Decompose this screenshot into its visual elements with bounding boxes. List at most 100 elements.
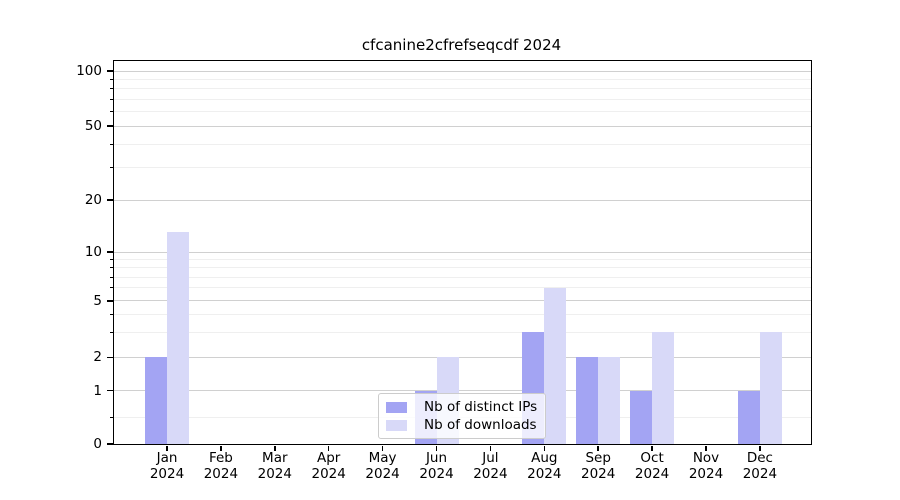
y-tick-label: 1 bbox=[93, 382, 102, 399]
plot-area: 0 1 2 5 10 20 50 100 Jan 2024 Feb 2024 Mar 2024 Apr 202… bbox=[76, 60, 812, 481]
x-tick-month: Apr bbox=[317, 450, 341, 466]
x-tick bbox=[327, 445, 330, 451]
x-tick-month: Jul bbox=[482, 450, 499, 466]
y-tick-label: 10 bbox=[84, 244, 102, 260]
x-tick bbox=[166, 445, 168, 451]
bar-downloads bbox=[167, 232, 189, 444]
y-tick bbox=[107, 300, 113, 302]
x-tick-label: Jan 2024 bbox=[135, 450, 199, 482]
y-minor-tick bbox=[109, 287, 113, 289]
x-tick-year: 2024 bbox=[419, 465, 454, 482]
chart-title: cfcanine2cfrefseqcdf 2024 bbox=[361, 36, 562, 54]
y-tick-label: 100 bbox=[76, 63, 102, 79]
x-tick-month: Mar bbox=[262, 450, 288, 466]
x-tick-month: Jan bbox=[156, 450, 178, 466]
y-minor-tick bbox=[109, 314, 113, 316]
x-tick-year: 2024 bbox=[149, 465, 185, 482]
y-minor-tick bbox=[109, 331, 113, 333]
y-major-gridline bbox=[114, 70, 811, 72]
x-tick-month: Nov bbox=[692, 450, 720, 466]
y-minor-tick bbox=[109, 267, 113, 269]
y-tick-label: 0 bbox=[93, 436, 102, 452]
y-major-gridline bbox=[114, 251, 811, 253]
y-tick bbox=[107, 443, 113, 445]
y-major-gridline bbox=[114, 390, 811, 391]
y-tick bbox=[107, 251, 113, 253]
y-minor-gridline bbox=[114, 276, 811, 278]
x-tick-month: Oct bbox=[640, 450, 664, 466]
y-major-gridline bbox=[114, 300, 811, 302]
y-minor-gridline bbox=[114, 78, 811, 80]
x-tick bbox=[220, 445, 222, 451]
x-tick bbox=[381, 445, 384, 451]
y-minor-gridline bbox=[114, 267, 811, 269]
y-minor-gridline bbox=[114, 111, 811, 113]
y-minor-tick bbox=[109, 88, 113, 90]
bar-downloads bbox=[759, 332, 782, 444]
x-tick-year: 2024 bbox=[527, 465, 562, 482]
x-tick bbox=[274, 445, 276, 451]
x-tick bbox=[597, 445, 599, 451]
x-tick-year: 2024 bbox=[473, 465, 508, 482]
y-minor-gridline bbox=[114, 258, 811, 260]
x-tick-label: Nov 2024 bbox=[674, 450, 738, 482]
y-tick-label: 2 bbox=[93, 349, 102, 366]
x-tick-label: Apr 2024 bbox=[297, 450, 361, 482]
x-tick-year: 2024 bbox=[634, 465, 670, 482]
x-tick-label: Jun 2024 bbox=[405, 450, 469, 482]
y-tick bbox=[107, 70, 113, 72]
x-tick bbox=[705, 445, 707, 451]
bar-downloads bbox=[598, 357, 621, 444]
y-major-gridline bbox=[114, 125, 811, 127]
y-minor-gridline bbox=[114, 314, 811, 316]
y-minor-gridline bbox=[114, 287, 811, 289]
x-tick-month: Dec bbox=[746, 450, 773, 466]
y-major-gridline bbox=[114, 199, 811, 201]
bar-downloads bbox=[544, 287, 567, 444]
x-tick-label: Feb 2024 bbox=[189, 450, 253, 482]
x-tick-label: Jul 2024 bbox=[458, 450, 522, 482]
y-minor-tick bbox=[109, 111, 113, 113]
y-minor-gridline bbox=[114, 88, 811, 90]
bar-distinct-ips bbox=[630, 390, 653, 444]
y-minor-gridline bbox=[114, 98, 811, 100]
y-tick-label: 20 bbox=[84, 192, 102, 208]
x-tick bbox=[435, 445, 438, 451]
x-tick bbox=[489, 445, 492, 451]
x-tick bbox=[759, 445, 761, 451]
x-tick-month: Feb bbox=[208, 450, 233, 466]
y-minor-tick bbox=[109, 98, 113, 100]
legend: Nb of distinct IPs Nb of downloads bbox=[378, 393, 546, 439]
bar-distinct-ips bbox=[737, 390, 760, 444]
bar-distinct-ips bbox=[145, 357, 167, 444]
y-tick bbox=[107, 356, 113, 359]
bar-distinct-ips bbox=[576, 357, 599, 444]
y-tick bbox=[107, 389, 113, 392]
y-minor-tick bbox=[109, 258, 113, 260]
x-tick-year: 2024 bbox=[257, 465, 292, 482]
y-tick-label: 5 bbox=[93, 292, 102, 309]
x-tick-label: Dec 2024 bbox=[728, 450, 792, 482]
y-minor-tick bbox=[109, 143, 113, 145]
y-minor-tick bbox=[109, 166, 113, 168]
y-minor-gridline bbox=[114, 166, 811, 168]
y-minor-gridline bbox=[114, 331, 811, 333]
x-tick-label: May 2024 bbox=[351, 450, 415, 482]
x-tick bbox=[543, 445, 546, 451]
x-tick-label: Aug 2024 bbox=[512, 450, 576, 482]
legend-label: Nb of downloads bbox=[424, 417, 537, 433]
x-tick bbox=[651, 445, 653, 451]
x-tick-year: 2024 bbox=[365, 465, 400, 482]
legend-row: Nb of downloads bbox=[386, 416, 538, 434]
y-major-gridline bbox=[114, 356, 811, 358]
legend-swatch bbox=[386, 401, 407, 413]
x-tick-year: 2024 bbox=[311, 465, 346, 482]
x-tick-year: 2024 bbox=[688, 465, 724, 482]
legend-row: Nb of distinct IPs bbox=[386, 398, 538, 416]
y-tick-label: 50 bbox=[84, 118, 102, 134]
x-tick-month: Jun bbox=[425, 450, 448, 466]
x-tick-label: Sep 2024 bbox=[566, 450, 630, 482]
x-tick-year: 2024 bbox=[581, 465, 616, 482]
y-minor-tick bbox=[109, 276, 113, 278]
